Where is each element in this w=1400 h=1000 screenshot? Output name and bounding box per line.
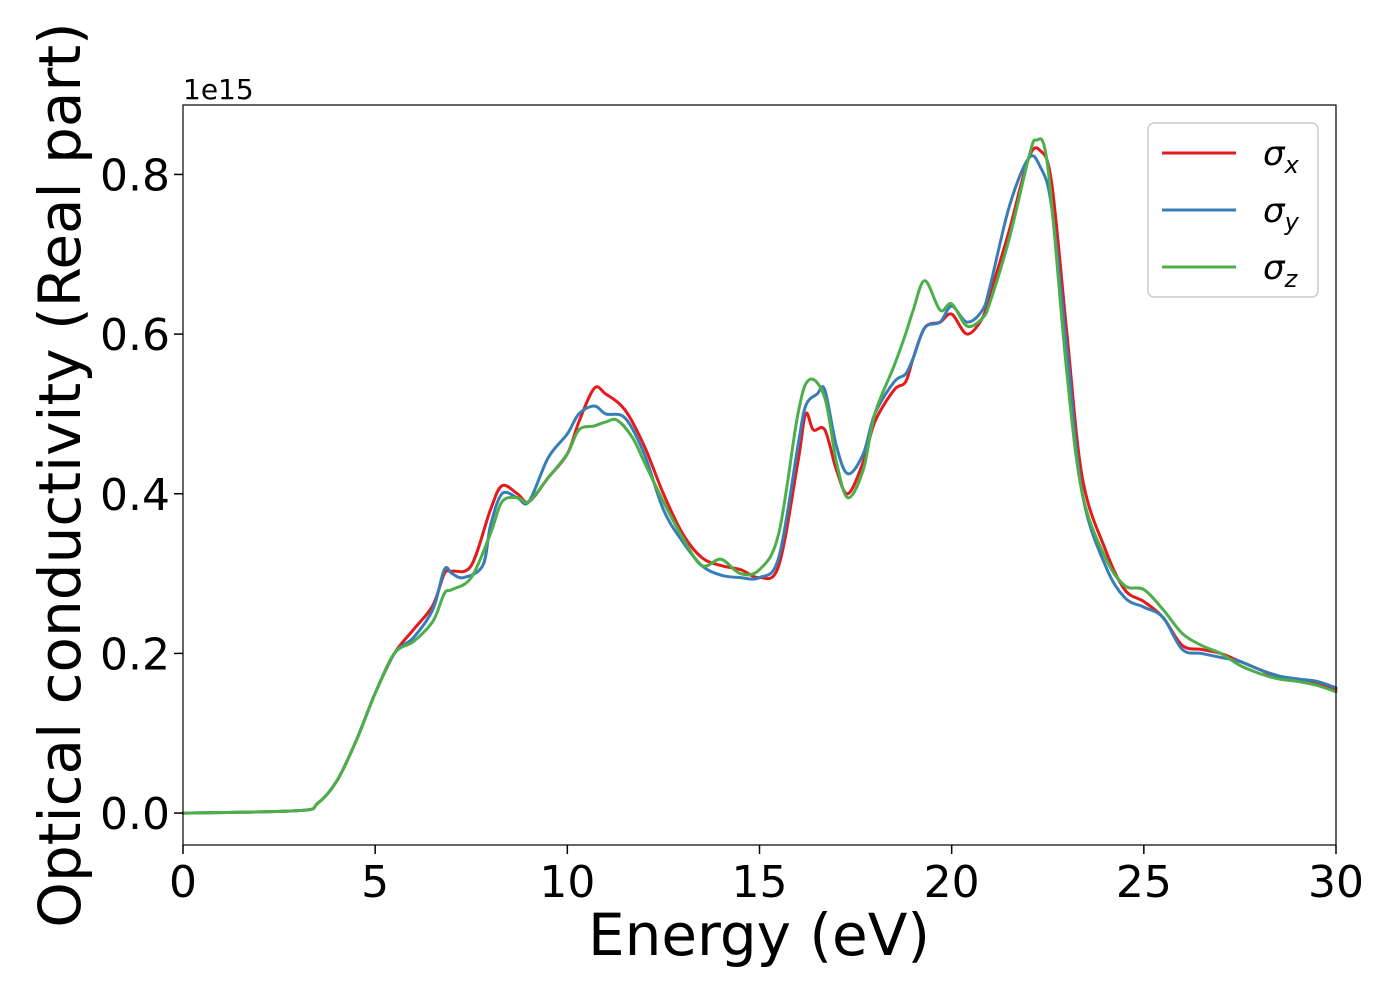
legend-label-y: σy	[1263, 191, 1300, 236]
x-axis: 0 5 10 15 20 25 30	[169, 845, 1364, 908]
series-layer	[181, 137, 1338, 815]
x-tick-label: 10	[539, 857, 595, 908]
y-axis: 0.0 0.2 0.4 0.6 0.8	[100, 150, 183, 840]
y-axis-title: Optical conductivity (Real part)	[26, 22, 94, 927]
y-tick-label: 0.8	[100, 150, 170, 201]
series-line-x	[181, 146, 1338, 815]
series-line-z	[181, 137, 1338, 815]
legend-subscript: y	[1284, 208, 1300, 236]
series-line-y	[181, 154, 1338, 815]
y-tick-label: 0.4	[100, 470, 170, 521]
y-tick-label: 0.0	[100, 789, 170, 840]
legend-subscript: x	[1284, 151, 1300, 179]
x-tick-label: 0	[169, 857, 197, 908]
x-tick-label: 20	[924, 857, 980, 908]
plot-area	[183, 105, 1336, 845]
x-tick-label: 5	[361, 857, 389, 908]
y-tick-label: 0.2	[100, 629, 170, 680]
legend-subscript: z	[1284, 265, 1299, 293]
x-axis-title: Energy (eV)	[588, 901, 930, 969]
y-tick-label: 0.6	[100, 310, 170, 361]
x-tick-label: 30	[1308, 857, 1364, 908]
y-offset-label: 1e15	[183, 73, 254, 106]
x-tick-label: 25	[1116, 857, 1172, 908]
x-tick-label: 15	[732, 857, 788, 908]
